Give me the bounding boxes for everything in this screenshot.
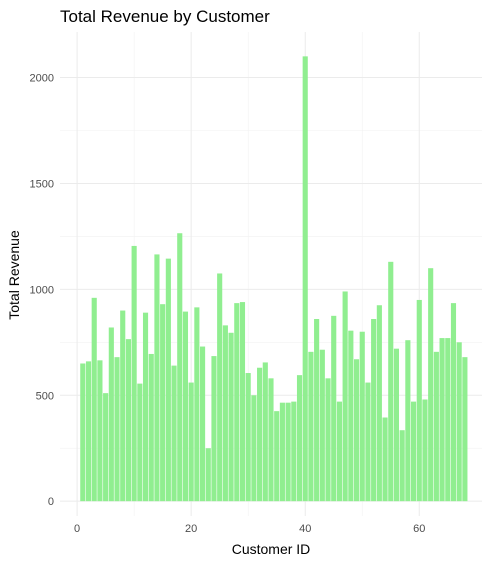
bar — [348, 331, 353, 502]
y-axis-title: Total Revenue — [6, 230, 22, 320]
bar — [183, 312, 188, 502]
bar — [354, 359, 359, 501]
bar — [428, 268, 433, 501]
bar — [263, 362, 268, 501]
bar — [86, 361, 91, 501]
x-tick-label: 20 — [185, 523, 197, 535]
bar — [274, 411, 279, 501]
y-tick-label: 0 — [48, 496, 54, 508]
bar — [451, 303, 456, 501]
bar — [97, 360, 102, 501]
y-tick-label: 1000 — [30, 284, 54, 296]
bar — [440, 338, 445, 501]
bar — [109, 327, 114, 501]
x-tick-label: 0 — [74, 523, 80, 535]
bar — [234, 303, 239, 501]
x-tick-label: 60 — [413, 523, 425, 535]
bar — [143, 313, 148, 502]
bar — [434, 352, 439, 501]
bar — [320, 350, 325, 501]
bar — [114, 357, 119, 501]
bar — [229, 333, 234, 501]
x-axis-title: Customer ID — [232, 541, 311, 557]
bar — [177, 233, 182, 501]
bar — [132, 246, 137, 501]
bar — [325, 378, 330, 501]
bar — [217, 273, 222, 501]
bar — [303, 56, 308, 501]
bar — [291, 402, 296, 502]
bar — [377, 305, 382, 501]
bar — [171, 366, 176, 502]
bar — [149, 354, 154, 501]
bar — [194, 307, 199, 501]
bar — [103, 393, 108, 501]
bar — [80, 363, 85, 501]
bar — [166, 259, 171, 502]
bar — [160, 304, 165, 501]
bar — [211, 356, 216, 501]
bar — [251, 395, 256, 501]
x-tick-label: 40 — [299, 523, 311, 535]
bar — [411, 402, 416, 502]
bar — [286, 403, 291, 501]
bar — [92, 298, 97, 501]
bar — [388, 262, 393, 501]
y-tick-labels: 0 500 1000 1500 2000 — [30, 73, 54, 509]
bar — [360, 332, 365, 501]
bar — [343, 291, 348, 501]
bar — [337, 402, 342, 502]
bar — [457, 342, 462, 501]
bar — [240, 302, 245, 501]
bar — [297, 375, 302, 501]
bar — [422, 400, 427, 502]
y-tick-label: 1500 — [30, 178, 54, 190]
bar — [405, 340, 410, 501]
bar — [280, 403, 285, 501]
bar — [126, 339, 131, 501]
bar — [417, 300, 422, 501]
bar — [120, 311, 125, 502]
chart-title: Total Revenue by Customer — [60, 7, 270, 26]
bar — [382, 418, 387, 502]
bars-layer — [80, 56, 467, 501]
bar — [394, 349, 399, 502]
bar — [365, 383, 370, 502]
y-tick-label: 500 — [36, 390, 54, 402]
y-tick-label: 2000 — [30, 73, 54, 85]
bar — [246, 373, 251, 501]
bar — [445, 338, 450, 501]
bar — [462, 357, 467, 501]
bar — [308, 352, 313, 501]
bar — [268, 378, 273, 501]
bar — [257, 368, 262, 501]
bar — [371, 319, 376, 501]
bar — [154, 254, 159, 501]
x-tick-labels: 0 20 40 60 — [74, 523, 425, 535]
bar — [223, 325, 228, 501]
bar — [400, 430, 405, 501]
bar — [206, 448, 211, 501]
bar — [200, 347, 205, 502]
bar — [189, 383, 194, 502]
bar — [314, 319, 319, 501]
bar — [331, 316, 336, 501]
bar — [137, 384, 142, 502]
